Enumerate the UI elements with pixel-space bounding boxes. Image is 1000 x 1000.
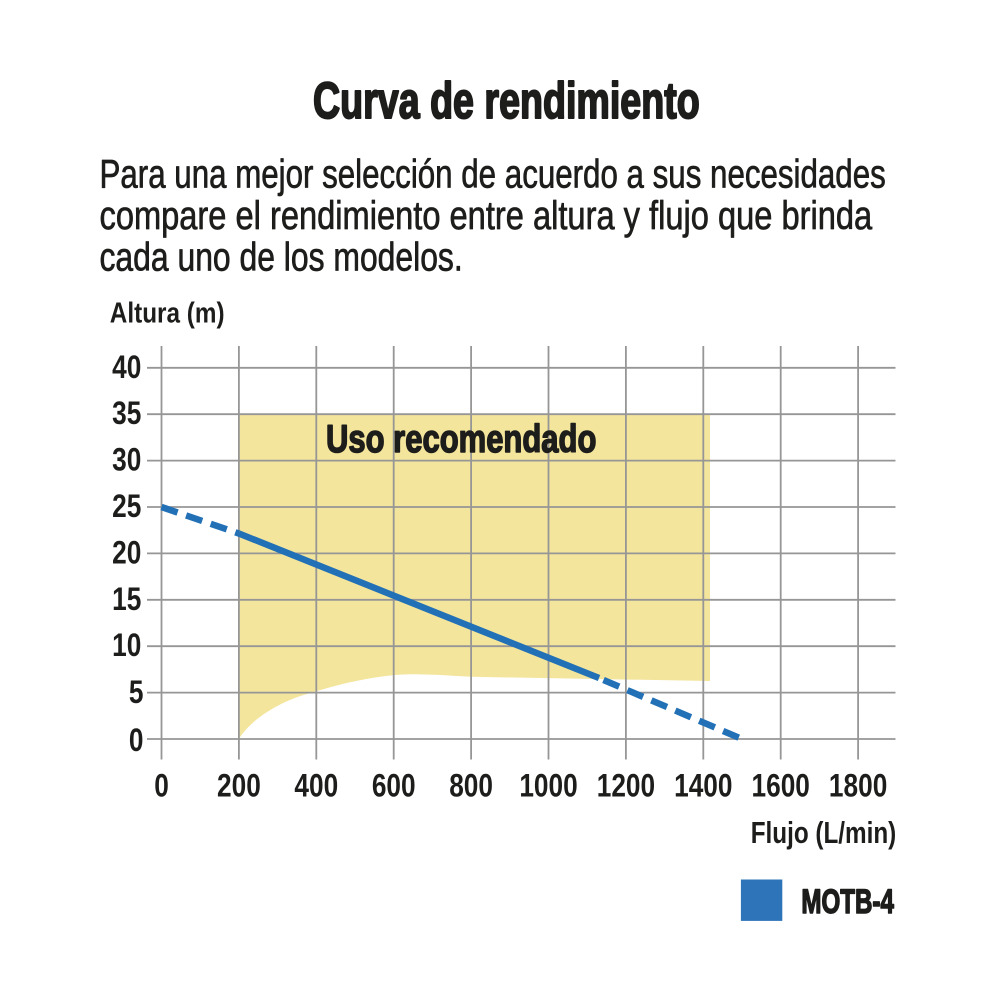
svg-text:1800: 1800 — [829, 769, 887, 804]
svg-text:1200: 1200 — [597, 769, 655, 804]
svg-text:Para una mejor selección de ac: Para una mejor selección de acuerdo a su… — [100, 152, 886, 196]
svg-text:400: 400 — [294, 769, 338, 804]
svg-text:35: 35 — [112, 397, 141, 432]
svg-text:0: 0 — [129, 724, 144, 759]
svg-text:600: 600 — [372, 769, 416, 804]
svg-text:800: 800 — [449, 769, 493, 804]
svg-text:1400: 1400 — [674, 769, 732, 804]
svg-text:Curva de rendimiento: Curva de rendimiento — [313, 72, 700, 129]
svg-text:1600: 1600 — [752, 769, 810, 804]
svg-text:20: 20 — [112, 536, 141, 571]
svg-text:Flujo (L/min): Flujo (L/min) — [751, 815, 897, 850]
svg-text:0: 0 — [154, 769, 169, 804]
svg-text:5: 5 — [129, 676, 144, 711]
svg-text:25: 25 — [112, 490, 141, 525]
svg-text:compare el rendimiento entre a: compare el rendimiento entre altura y fl… — [100, 193, 873, 238]
svg-text:1000: 1000 — [519, 769, 577, 804]
svg-text:Uso recomendado: Uso recomendado — [326, 417, 596, 460]
svg-text:Altura (m): Altura (m) — [110, 296, 225, 329]
svg-text:30: 30 — [112, 443, 141, 478]
svg-text:10: 10 — [112, 629, 141, 664]
svg-text:40: 40 — [112, 350, 141, 385]
svg-text:15: 15 — [112, 582, 141, 617]
svg-text:200: 200 — [217, 769, 261, 804]
svg-text:cada uno de los modelos.: cada uno de los modelos. — [100, 235, 463, 279]
svg-text:MOTB-4: MOTB-4 — [801, 883, 894, 921]
